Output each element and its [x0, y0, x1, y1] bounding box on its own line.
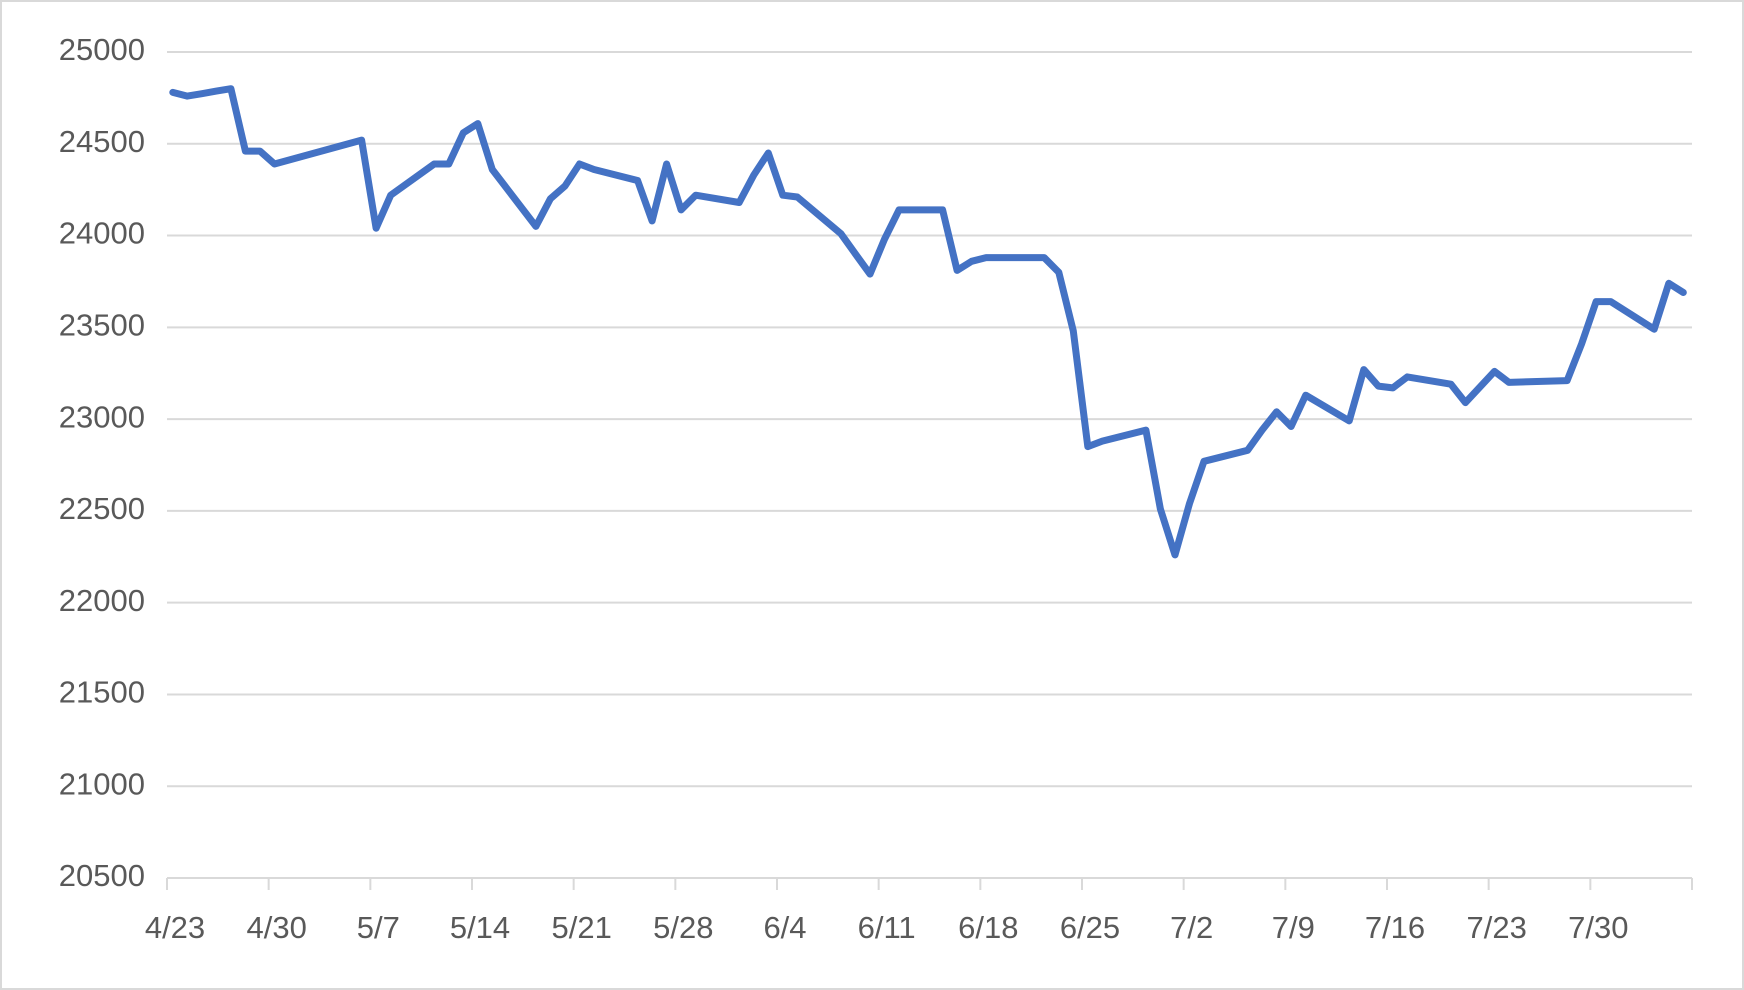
y-tick-label: 24500 [59, 124, 145, 159]
x-tick-label: 6/11 [858, 910, 916, 945]
y-tick-label: 21500 [59, 675, 145, 710]
x-tick-label: 5/7 [357, 910, 400, 945]
x-tick-label: 5/28 [653, 910, 713, 945]
x-tick-label: 5/14 [450, 910, 510, 945]
x-tick-label: 6/4 [763, 910, 806, 945]
y-tick-label: 21000 [59, 766, 145, 801]
x-tick-label: 6/18 [958, 910, 1018, 945]
x-tick-label: 5/21 [551, 910, 611, 945]
y-tick-label: 25000 [59, 32, 145, 67]
y-tick-label: 20500 [59, 858, 145, 893]
x-tick-label: 7/30 [1568, 910, 1628, 945]
y-tick-label: 22000 [59, 583, 145, 618]
x-tick-label: 7/2 [1170, 910, 1213, 945]
y-tick-label: 24000 [59, 216, 145, 251]
x-tick-label: 6/25 [1060, 910, 1120, 945]
data-line [169, 85, 1687, 559]
y-tick-label: 23500 [59, 308, 145, 343]
y-tick-label: 22500 [59, 491, 145, 526]
y-tick-label: 23000 [59, 399, 145, 434]
x-tick-label: 7/9 [1272, 910, 1315, 945]
x-tick-label: 7/23 [1466, 910, 1526, 945]
x-tick-label: 4/30 [246, 910, 306, 945]
x-tick-label: 7/16 [1365, 910, 1425, 945]
x-tick-label: 4/23 [145, 910, 205, 945]
